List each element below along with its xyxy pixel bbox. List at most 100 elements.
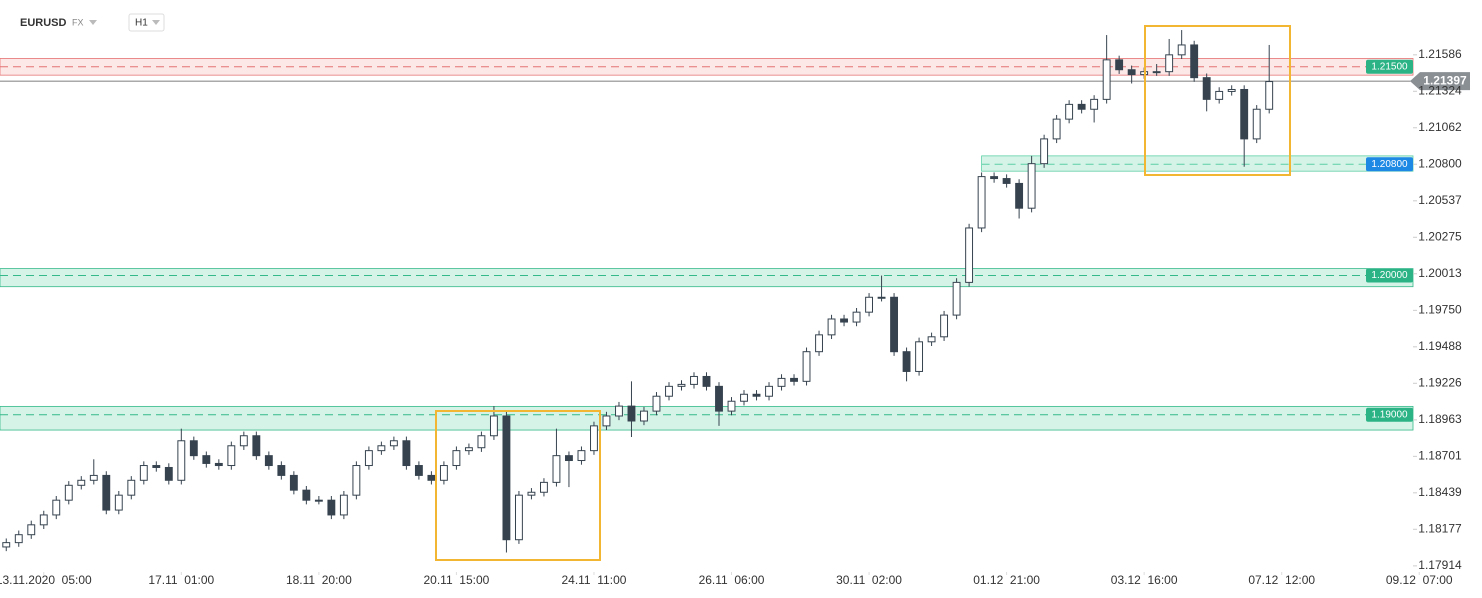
last-price-label: 1.21397: [1423, 73, 1467, 87]
symbol-dropdown[interactable]: [89, 20, 97, 25]
candle-body: [64, 484, 73, 501]
candle-body: [952, 281, 961, 316]
candle-body: [677, 383, 686, 387]
market: FX: [72, 17, 84, 27]
candle-body: [227, 445, 236, 467]
candle-body: [139, 465, 148, 481]
candle-body: [314, 499, 323, 502]
candle-body: [740, 393, 748, 402]
candle-body: [214, 462, 223, 467]
candle-body: [665, 385, 673, 397]
candle-body: [14, 534, 23, 544]
y-tick-label: 1.19750: [1418, 303, 1462, 317]
candle-body: [627, 405, 636, 422]
level-tag: [1366, 157, 1413, 172]
x-tick-label: 09.12 07:00: [1386, 573, 1453, 587]
candle-body: [277, 465, 286, 476]
candle-body: [189, 440, 198, 457]
level-tag: [1366, 268, 1413, 283]
candle-body: [502, 415, 511, 541]
candle-body: [715, 385, 723, 412]
candle-body: [652, 395, 661, 412]
level-tag: [1366, 59, 1413, 74]
candle-body: [827, 318, 836, 336]
candle-body: [39, 514, 48, 526]
y-tick-label: 1.21324: [1418, 83, 1462, 97]
candle-body: [602, 415, 611, 427]
candle-body: [777, 377, 786, 387]
x-tick-label: 26.11 06:00: [699, 573, 765, 587]
candle-body: [927, 336, 936, 343]
candle-body: [1077, 103, 1086, 110]
candle-body: [702, 375, 711, 387]
candle-body: [1090, 98, 1099, 110]
interval: H1: [135, 18, 148, 29]
candle-body: [427, 474, 436, 481]
candle-body: [289, 474, 298, 491]
candle-body: [1240, 88, 1249, 140]
candle-body: [815, 334, 823, 353]
level-tag-label: 1.19000: [1371, 409, 1408, 420]
interval-select[interactable]: [128, 13, 165, 32]
candle-body: [389, 440, 398, 447]
candle-body: [89, 474, 98, 481]
candle-body: [1165, 54, 1174, 73]
y-tick-label: 1.21586: [1418, 47, 1462, 61]
candle-body: [727, 400, 736, 412]
candle-body: [377, 445, 386, 452]
x-tick-label: 13.11.2020 05:00: [0, 573, 92, 587]
candle-body: [1002, 178, 1011, 184]
level-tag-label: 1.21500: [1371, 61, 1408, 72]
candle-body: [177, 440, 186, 481]
candle-body: [514, 494, 523, 541]
candle-body: [77, 479, 86, 486]
candle-body: [990, 176, 999, 180]
candle-body: [902, 351, 911, 372]
candle-body: [102, 474, 111, 511]
candle-body: [164, 466, 173, 481]
candle-body: [765, 385, 773, 397]
candle-body: [915, 341, 924, 372]
candle-body: [402, 440, 411, 467]
candle-body: [552, 455, 561, 483]
candle-body: [1065, 103, 1074, 120]
candle-body: [852, 311, 861, 323]
level-tag-label: 1.20000: [1371, 270, 1408, 281]
candle-body: [1215, 90, 1224, 100]
candle-body: [339, 494, 348, 516]
last-price-tag: [1410, 72, 1470, 91]
candle-body: [364, 450, 373, 467]
x-tick-label: 20.11 15:00: [423, 573, 489, 587]
y-tick-label: 1.18439: [1418, 485, 1462, 499]
x-tick-label: 07.12 12:00: [1248, 573, 1315, 587]
y-tick-label: 1.19226: [1418, 375, 1462, 389]
candle-body: [2, 542, 11, 548]
candle-body: [489, 415, 498, 437]
candle-body: [802, 351, 811, 382]
candle-body: [1252, 108, 1261, 140]
candle-body: [52, 499, 61, 516]
y-tick-label: 1.18701: [1418, 449, 1462, 463]
candle-body: [1177, 44, 1186, 56]
candle-body: [1265, 81, 1274, 110]
symbol: EURUSD: [20, 17, 67, 29]
x-tick-label: 30.11 02:00: [836, 573, 902, 587]
y-tick-label: 1.18177: [1418, 521, 1462, 535]
y-tick-label: 1.20800: [1418, 156, 1462, 170]
y-tick-label: 1.20275: [1418, 229, 1462, 243]
candle-body: [127, 479, 136, 496]
candle-body: [27, 524, 36, 536]
candle-body: [152, 465, 161, 468]
candle-body: [690, 375, 698, 385]
highlight-box: [1144, 25, 1291, 176]
x-tick-label: 17.11 01:00: [148, 573, 214, 587]
candle-body: [452, 450, 461, 467]
level-tag: [1366, 407, 1413, 422]
candle-body: [327, 499, 336, 516]
candle-body: [590, 425, 598, 452]
candle-body: [977, 176, 986, 229]
candle-body: [752, 393, 761, 397]
candle-body: [1040, 138, 1049, 165]
y-tick-label: 1.17914: [1418, 558, 1462, 572]
